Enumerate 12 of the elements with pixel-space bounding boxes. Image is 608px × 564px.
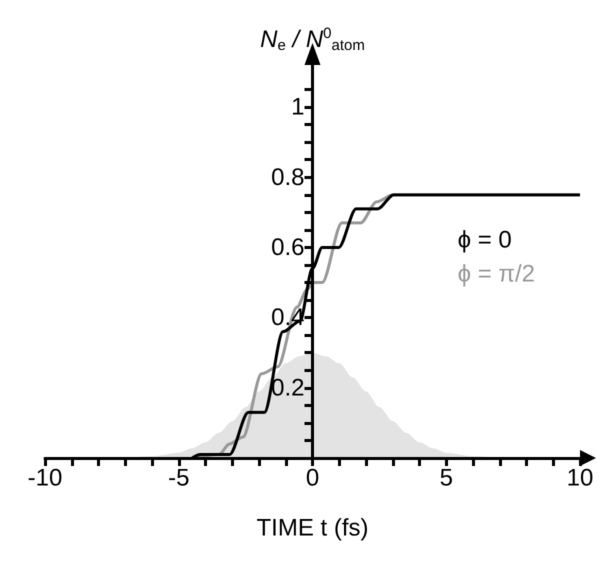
x-axis-title: TIME t (fs) (256, 514, 368, 542)
x-tick-label: -10 (28, 464, 62, 492)
series-label: ϕ = 0 (458, 226, 512, 254)
y-tick-label: 0.2 (271, 374, 304, 402)
y-tick-label: 0.8 (271, 164, 304, 191)
y-tick-label: 1 (291, 94, 304, 121)
x-tick-label: 10 (566, 464, 594, 492)
x-tick-label: 0 (306, 464, 320, 492)
text: ϕ = π/2 (458, 260, 536, 288)
y-tick-label: 0.6 (271, 234, 304, 261)
x-tick-label: -5 (168, 464, 190, 492)
x-tick-label: 5 (440, 464, 453, 492)
